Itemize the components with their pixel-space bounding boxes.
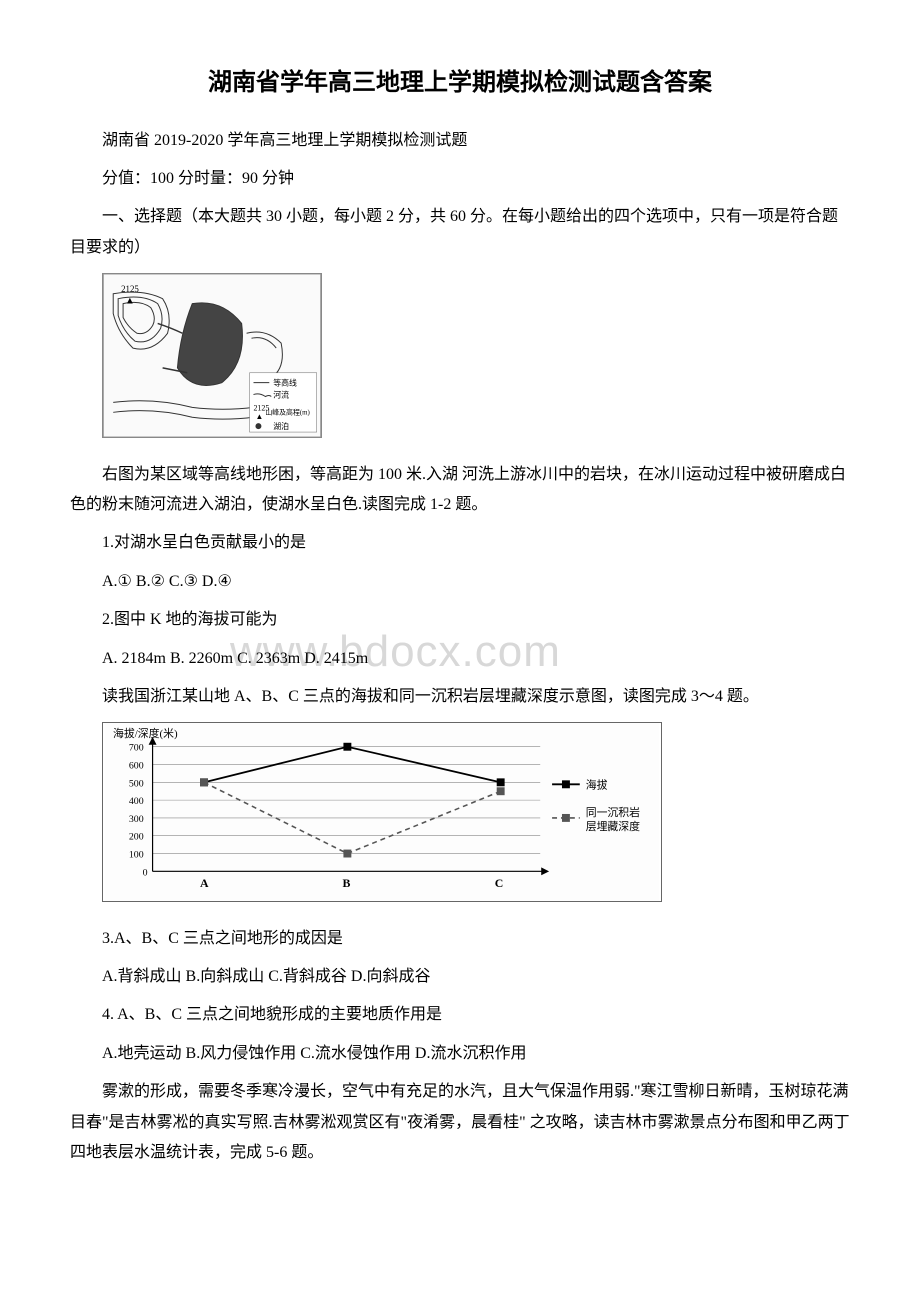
subtitle: 湖南省 2019-2020 学年高三地理上学期模拟检测试题	[70, 126, 850, 156]
svg-text:300: 300	[129, 814, 144, 825]
svg-text:▲: ▲	[125, 296, 135, 307]
question-3-options: A.背斜成山 B.向斜成山 C.背斜成谷 D.向斜成谷	[70, 962, 850, 992]
legend-depth-1: 同一沉积岩	[586, 805, 640, 819]
svg-text:▲: ▲	[255, 412, 263, 421]
svg-text:C: C	[495, 876, 504, 890]
document-content: 湖南省学年高三地理上学期模拟检测试题含答案 湖南省 2019-2020 学年高三…	[70, 60, 850, 1168]
svg-text:400: 400	[129, 796, 144, 807]
legend-elevation: 海拔	[586, 778, 608, 792]
section-header: 一、选择题（本大题共 30 小题，每小题 2 分，共 60 分。在每小题给出的四…	[70, 202, 850, 263]
legend-river: 河流	[273, 390, 289, 400]
passage-1: 右图为某区域等高线地形困，等高距为 100 米.入湖 河洗上游冰川中的岩块，在冰…	[70, 460, 850, 521]
document-title: 湖南省学年高三地理上学期模拟检测试题含答案	[70, 60, 850, 106]
y-axis-label: 海拔/深度(米)	[113, 726, 178, 740]
legend-depth-2: 层埋藏深度	[586, 819, 640, 833]
svg-text:200: 200	[129, 832, 144, 843]
question-3-stem: 3.A、B、C 三点之间地形的成因是	[70, 924, 850, 954]
question-4-options: A.地壳运动 B.风力侵蚀作用 C.流水侵蚀作用 D.流水沉积作用	[70, 1039, 850, 1069]
svg-text:B: B	[342, 876, 350, 890]
passage-2: 读我国浙江某山地 A、B、C 三点的海拔和同一沉积岩层埋藏深度示意图，读图完成 …	[70, 682, 850, 712]
svg-text:0: 0	[143, 868, 148, 879]
svg-text:A: A	[200, 876, 209, 890]
question-2-stem: 2.图中 K 地的海拔可能为	[70, 605, 850, 635]
svg-text:500: 500	[129, 779, 144, 790]
svg-text:100: 100	[129, 850, 144, 861]
passage-3: 雾漱的形成，需要冬季寒冷漫长，空气中有充足的水汽，且大气保温作用弱."寒江雪柳日…	[70, 1077, 850, 1168]
figure-2-elevation-chart: 海拔/深度(米) 700 600 500 400 300 200 100 0	[102, 722, 850, 913]
svg-text:2125: 2125	[121, 284, 139, 294]
question-1-stem: 1.对湖水呈白色贡献最小的是	[70, 528, 850, 558]
svg-text:600: 600	[129, 761, 144, 772]
legend-peak: 山峰及高程(m)	[265, 407, 310, 416]
question-4-stem: 4. A、B、C 三点之间地貌形成的主要地质作用是	[70, 1000, 850, 1030]
figure-1-contour-map: 2125 ▲ 等高线 河流 2125 ▲ 山峰及高程(m) 湖泊	[102, 273, 850, 449]
legend-lake: 湖泊	[273, 421, 289, 431]
exam-info: 分值：100 分时量：90 分钟	[70, 164, 850, 194]
svg-text:700: 700	[129, 743, 144, 754]
question-2-options: A. 2184m B. 2260m C. 2363m D. 2415m	[70, 644, 850, 674]
legend-contour: 等高线	[273, 378, 297, 388]
question-1-options: A.① B.② C.③ D.④	[70, 567, 850, 597]
